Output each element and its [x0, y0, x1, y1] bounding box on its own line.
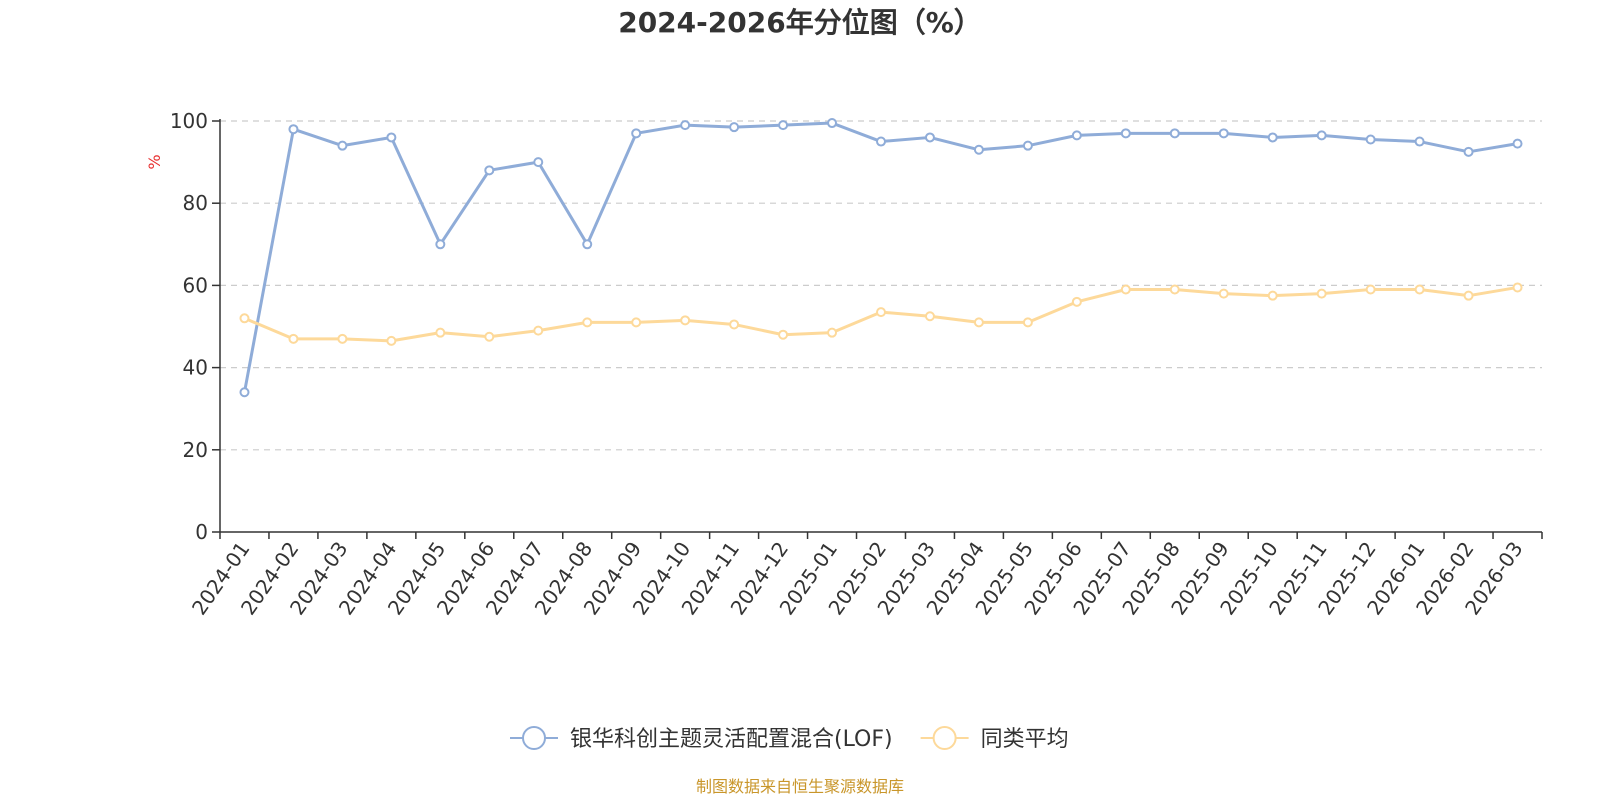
legend-item-2[interactable]: 同类平均	[920, 726, 1069, 752]
data-point-series-1[interactable]	[973, 144, 984, 155]
data-point-series-1[interactable]	[435, 239, 446, 250]
y-tick-label: 80	[183, 191, 208, 215]
data-point-series-2[interactable]	[1218, 288, 1229, 299]
data-point-series-2[interactable]	[973, 317, 984, 328]
data-point-series-1[interactable]	[1120, 128, 1131, 139]
data-point-series-2[interactable]	[729, 319, 740, 330]
data-point-series-2[interactable]	[1414, 284, 1425, 295]
data-point-series-2[interactable]	[876, 307, 886, 318]
series-line-1	[243, 121, 1518, 393]
data-point-series-2[interactable]	[1365, 284, 1376, 295]
data-point-series-1[interactable]	[1512, 138, 1523, 149]
data-point-series-2[interactable]	[337, 333, 348, 344]
data-point-series-1[interactable]	[386, 132, 397, 143]
data-point-series-1[interactable]	[1414, 136, 1425, 147]
data-point-series-1[interactable]	[778, 120, 789, 131]
y-tick-label: 60	[183, 273, 208, 297]
data-point-series-1[interactable]	[533, 157, 544, 168]
data-point-series-2[interactable]	[239, 313, 250, 324]
legend-marker-icon	[932, 726, 957, 750]
data-point-series-1[interactable]	[337, 140, 348, 151]
legend: 银华科创主题灵活配置混合(LOF) 同类平均	[510, 726, 1069, 752]
legend-marker-icon	[522, 726, 546, 750]
data-point-series-2[interactable]	[533, 325, 544, 336]
data-point-series-1[interactable]	[1218, 128, 1229, 139]
gridlines	[220, 120, 1542, 451]
data-point-series-2[interactable]	[924, 311, 935, 322]
data-point-series-2[interactable]	[1071, 296, 1082, 307]
y-tick-label: 40	[183, 356, 208, 380]
series-lines	[239, 118, 1523, 398]
y-tick-label: 20	[183, 438, 208, 462]
data-point-series-2[interactable]	[1120, 284, 1131, 295]
legend-label: 同类平均	[981, 727, 1069, 752]
data-point-series-1[interactable]	[876, 136, 886, 147]
data-point-series-1[interactable]	[1267, 132, 1278, 143]
data-point-series-1[interactable]	[288, 124, 299, 135]
data-point-series-2[interactable]	[680, 315, 691, 326]
y-axis-label: %	[145, 154, 164, 169]
data-point-series-1[interactable]	[729, 122, 740, 133]
data-point-series-2[interactable]	[778, 329, 789, 340]
data-point-series-2[interactable]	[1022, 317, 1033, 328]
data-point-series-2[interactable]	[1512, 282, 1523, 293]
data-point-series-2[interactable]	[1267, 290, 1278, 301]
y-tick-label: 0	[195, 520, 208, 544]
data-point-series-2[interactable]	[288, 333, 299, 344]
data-point-series-1[interactable]	[1169, 128, 1180, 139]
data-point-series-1[interactable]	[680, 120, 691, 131]
data-point-series-2[interactable]	[582, 317, 593, 328]
data-point-series-1[interactable]	[924, 132, 935, 143]
legend-label: 银华科创主题灵活配置混合(LOF)	[570, 727, 893, 752]
data-point-series-2[interactable]	[386, 335, 397, 346]
data-point-series-1[interactable]	[582, 239, 593, 250]
data-point-series-1[interactable]	[484, 165, 495, 176]
legend-item-1[interactable]: 银华科创主题灵活配置混合(LOF)	[510, 726, 893, 752]
data-point-series-1[interactable]	[827, 118, 838, 129]
chart-title: 2024-2026年分位图（%）	[618, 6, 982, 39]
axes: 0204060801002024-012024-022024-032024-04…	[170, 109, 1543, 619]
data-point-series-2[interactable]	[1316, 288, 1327, 299]
data-point-series-2[interactable]	[1169, 284, 1180, 295]
data-point-series-1[interactable]	[1022, 140, 1033, 151]
data-point-series-2[interactable]	[827, 327, 838, 338]
y-tick-label: 100	[170, 109, 208, 133]
data-point-series-1[interactable]	[1463, 146, 1474, 157]
data-point-series-1[interactable]	[1365, 134, 1376, 145]
data-point-series-1[interactable]	[1071, 130, 1082, 141]
data-point-series-1[interactable]	[1316, 130, 1327, 141]
data-point-series-1[interactable]	[239, 387, 250, 398]
data-point-series-2[interactable]	[631, 317, 642, 328]
data-point-series-2[interactable]	[435, 327, 446, 338]
data-point-series-2[interactable]	[484, 331, 495, 342]
data-point-series-1[interactable]	[631, 128, 642, 139]
data-source-note: 制图数据来自恒生聚源数据库	[696, 777, 904, 796]
data-point-series-2[interactable]	[1463, 290, 1474, 301]
